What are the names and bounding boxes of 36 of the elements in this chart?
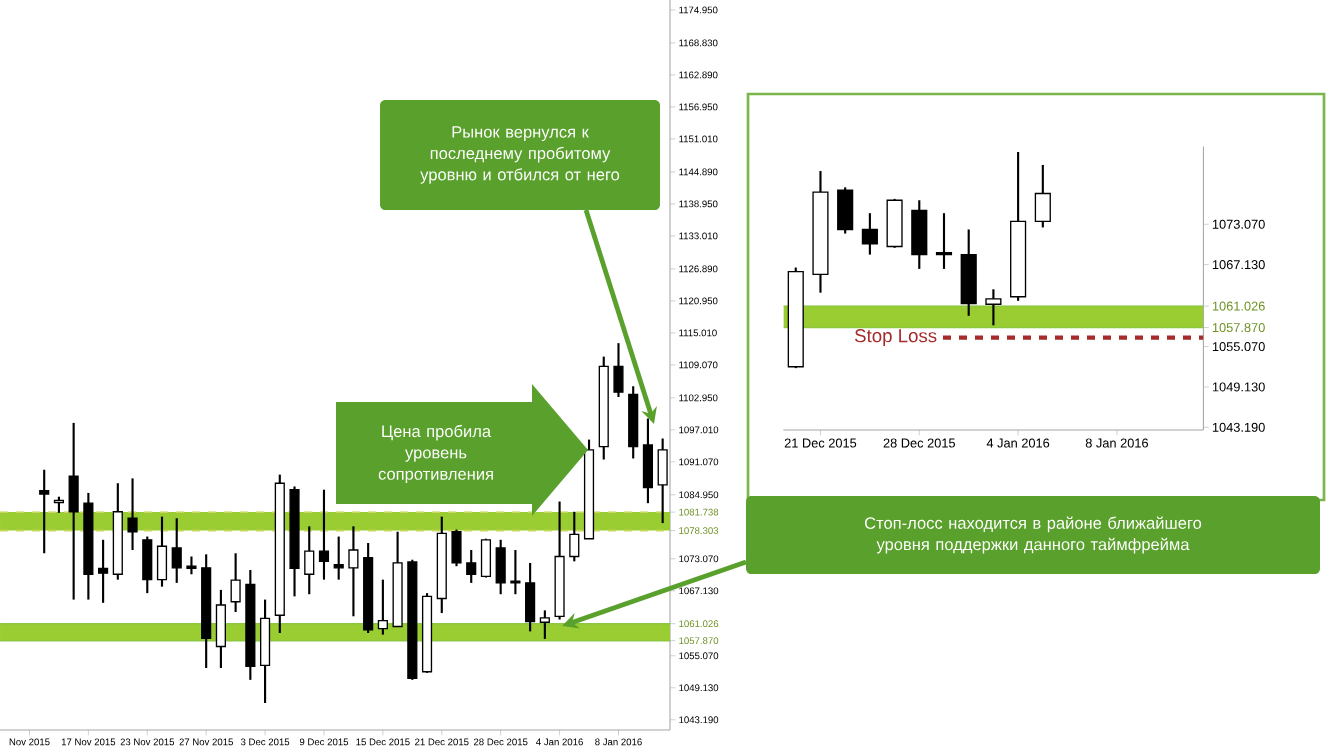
candlestick	[657, 437, 668, 525]
ref-line-label: Stop Loss	[854, 329, 937, 347]
candlestick	[186, 555, 197, 576]
candlestick	[935, 212, 953, 270]
candlestick	[348, 525, 359, 618]
candlestick	[215, 588, 226, 670]
candlestick	[861, 212, 878, 256]
candlestick	[259, 598, 271, 705]
annotation: Рынок вернулся к последнему пробитому уровню и отбился от него	[420, 126, 620, 184]
candlestick	[142, 535, 153, 595]
candlestick	[156, 515, 168, 588]
candlestick	[886, 197, 903, 249]
candlestick	[985, 288, 1002, 327]
candlestick	[613, 342, 624, 399]
candlestick	[525, 561, 536, 633]
candlestick	[466, 548, 477, 584]
text: Стоп-лосс находится в районе ближайшего уровня поддержки данного таймфрейма	[865, 516, 1202, 554]
candlestick	[1034, 163, 1051, 229]
candlestick	[510, 548, 521, 596]
candlestick	[127, 477, 138, 552]
candlestick	[911, 199, 928, 270]
candlestick	[451, 528, 462, 568]
candlestick	[39, 468, 50, 555]
candlestick	[837, 186, 854, 235]
candlestick	[318, 488, 330, 581]
candlestick	[304, 525, 315, 596]
candlestick	[68, 421, 79, 601]
candlestick	[171, 517, 182, 584]
candlestick	[98, 538, 109, 604]
annotation: Цена пробила уровень сопротивления	[378, 424, 493, 484]
candlestick	[377, 578, 388, 636]
candlestick	[230, 552, 241, 614]
candlestick	[495, 538, 506, 596]
candlestick	[480, 537, 492, 579]
candlestick	[569, 510, 580, 563]
candlestick	[539, 609, 550, 640]
